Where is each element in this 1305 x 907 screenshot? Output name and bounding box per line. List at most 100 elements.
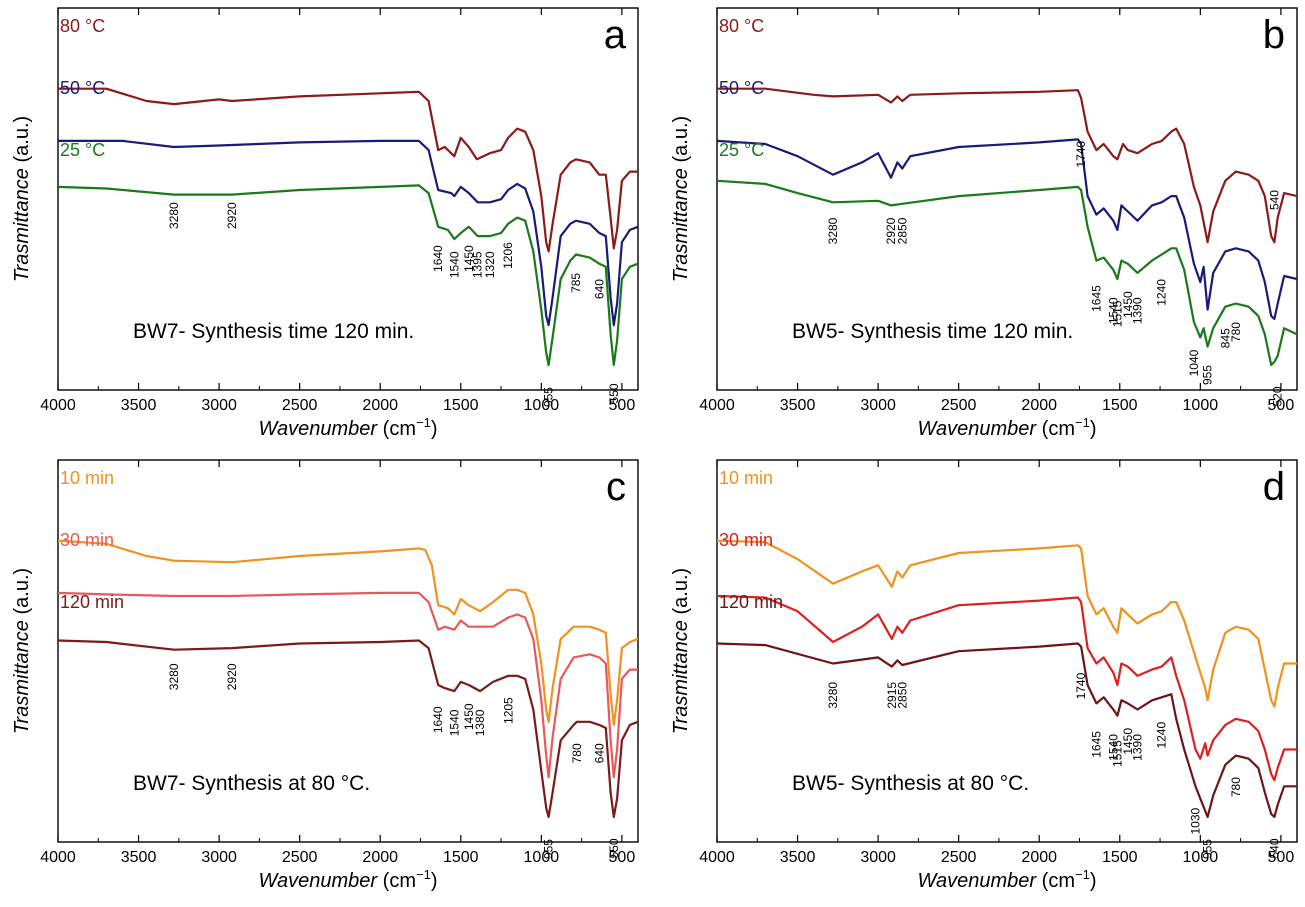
x-tick-label: 3500 [121, 397, 157, 414]
peak-annotation: 1515 [1110, 740, 1124, 767]
panel-caption: BW5- Synthesis at 80 °C. [792, 772, 1029, 795]
x-tick-label: 500 [1268, 397, 1295, 414]
peak-annotation: 1205 [501, 697, 515, 724]
plot-frame [716, 7, 1298, 391]
x-tick-label: 2000 [362, 397, 398, 414]
peak-annotation: 1515 [1110, 300, 1124, 327]
x-tick-label: 1500 [443, 397, 479, 414]
x-tick-label: 1000 [1183, 397, 1219, 414]
series-label-2: 50 °C [719, 78, 764, 98]
peak-annotation: 1030 [1189, 807, 1203, 834]
panel-letter: d [1263, 465, 1285, 509]
peak-annotation: 1640 [431, 706, 445, 733]
peak-annotation: 1645 [1089, 285, 1103, 312]
peak-annotation: 780 [1229, 777, 1243, 797]
x-tick-label: 500 [609, 397, 636, 414]
x-tick-label: 1500 [1102, 397, 1138, 414]
peak-annotation: 1540 [1106, 734, 1120, 761]
series-label-1: 10 min [60, 468, 114, 488]
plot-frame [716, 459, 1298, 843]
x-axis-label: Wavenumber (cm−1) [259, 415, 438, 440]
peak-annotation: 3280 [826, 682, 840, 709]
series-label-1: 80 °C [719, 16, 764, 36]
panel-letter: b [1263, 13, 1285, 57]
y-axis-label: Trasmittance (a.u.) [670, 116, 692, 282]
peak-annotation: 955 [1201, 365, 1215, 385]
x-tick-label: 4000 [40, 397, 76, 414]
peak-annotation: 3280 [826, 217, 840, 244]
peak-annotation: 2920 [225, 663, 239, 690]
series-line-2 [58, 591, 638, 779]
peak-annotation: 1450 [1121, 728, 1135, 755]
peak-annotation: 1390 [1131, 297, 1145, 324]
peak-annotation: 2920 [225, 202, 239, 229]
peak-annotation: 1380 [473, 709, 487, 736]
x-tick-label: 3500 [780, 397, 816, 414]
peak-annotation: 955 [542, 839, 556, 859]
panel-caption: BW7- Synthesis at 80 °C. [133, 772, 370, 795]
peak-annotation: 780 [570, 743, 584, 763]
x-tick-label: 3000 [201, 397, 237, 414]
peak-annotation: 1320 [483, 251, 497, 278]
plot-frame [57, 7, 639, 391]
panel-c: 4000 3500 3000 2500 2000 1500 1000 500 Wavenumbe… [11, 459, 639, 892]
series-label-3: 25 °C [719, 140, 764, 160]
series-line-3 [58, 639, 638, 819]
peak-annotation: 1540 [1106, 297, 1120, 324]
y-axis-label: Trasmittance (a.u.) [11, 116, 33, 282]
series-label-2: 30 min [719, 530, 773, 550]
x-tick-label: 2500 [282, 397, 318, 414]
x-tick-label: 500 [1268, 849, 1295, 866]
peak-annotation: 640 [592, 279, 606, 299]
peak-annotation: 2850 [895, 682, 909, 709]
x-tick-label: 1500 [1102, 849, 1138, 866]
peak-annotation: 540 [1267, 838, 1281, 858]
peak-annotation: 1240 [1155, 279, 1169, 306]
peak-annotation: 1040 [1187, 349, 1201, 376]
peak-annotation: 2850 [895, 217, 909, 244]
peak-annotation: 2915 [885, 682, 899, 709]
panel-b: 4000 3500 3000 2500 2000 1500 1000 500 Wavenumbe… [670, 7, 1298, 440]
x-tick-label: 4000 [699, 849, 735, 866]
peak-annotation: 1240 [1155, 722, 1169, 749]
series-line-3 [58, 184, 638, 367]
peak-annotation: 780 [1229, 322, 1243, 342]
peak-annotation: 1645 [1089, 731, 1103, 758]
x-tick-label: 1000 [1183, 849, 1219, 866]
peak-annotation: 1540 [447, 251, 461, 278]
x-tick-label: 2000 [1021, 849, 1057, 866]
peak-annotation: 1450 [462, 245, 476, 272]
series-line-3 [717, 642, 1297, 819]
peak-annotation: 640 [592, 743, 606, 763]
series-label-3: 25 °C [60, 140, 105, 160]
x-tick-label: 4000 [699, 397, 735, 414]
peak-annotation: 845 [1218, 328, 1232, 348]
series-line-2 [58, 139, 638, 327]
series-line-1 [717, 87, 1297, 244]
peak-annotation: 955 [542, 387, 556, 407]
series-line-1 [58, 539, 638, 726]
peak-annotation: 520 [1271, 386, 1285, 406]
panel-d: 4000 3500 3000 2500 2000 1500 1000 500 Wavenumbe… [670, 459, 1298, 892]
panel-letter: c [606, 465, 626, 509]
peak-annotation: 3280 [167, 202, 181, 229]
peak-annotation: 3280 [167, 663, 181, 690]
panel-letter: a [604, 13, 627, 57]
peak-annotation: 1450 [1121, 291, 1135, 318]
series-line-1 [58, 87, 638, 253]
x-tick-label: 1000 [524, 849, 560, 866]
peak-annotation: 2920 [884, 217, 898, 244]
x-tick-label: 2500 [941, 397, 977, 414]
series-label-2: 30 min [60, 530, 114, 550]
plot-frame [57, 459, 639, 843]
peak-annotation: 540 [1267, 190, 1281, 210]
x-tick-label: 2000 [362, 849, 398, 866]
panel-a: 4000 3500 3000 2500 2000 1500 1000 500 Wavenumbe… [11, 7, 639, 440]
peak-annotation: 955 [1201, 839, 1215, 859]
series-label-3: 120 min [719, 592, 783, 612]
peak-annotation: 550 [607, 838, 621, 858]
x-tick-label: 1500 [443, 849, 479, 866]
series-line-1 [717, 539, 1297, 708]
x-tick-label: 3000 [860, 849, 896, 866]
